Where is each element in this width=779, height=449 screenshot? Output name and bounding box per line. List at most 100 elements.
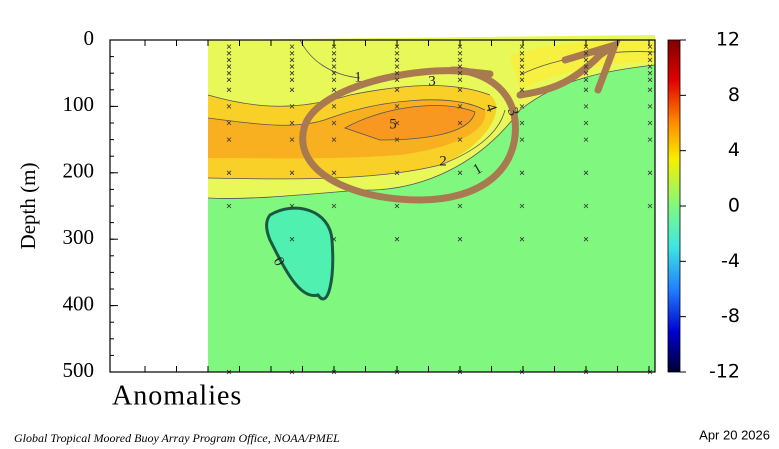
marker	[647, 104, 653, 109]
colorbar-tick-label: 0	[728, 195, 740, 217]
marker	[226, 70, 232, 76]
marker	[394, 87, 400, 93]
colorbar-tick-label: -8	[721, 305, 740, 327]
marker	[289, 104, 295, 109]
marker	[583, 120, 589, 126]
marker	[394, 44, 400, 49]
marker	[519, 236, 525, 242]
marker	[647, 70, 653, 76]
marker	[457, 70, 463, 76]
y-tick-label: 200	[63, 159, 95, 183]
colorbar-tick-label: 4	[728, 139, 740, 161]
y-tick-label: 100	[63, 92, 95, 116]
marker	[519, 50, 525, 56]
x-axis-label: Anomalies	[112, 380, 242, 411]
marker	[289, 44, 295, 49]
marker	[457, 236, 463, 242]
marker	[394, 236, 400, 242]
y-tick-label: 500	[63, 358, 95, 382]
y-tick-label: 0	[84, 26, 95, 50]
marker	[519, 104, 525, 109]
marker	[394, 70, 400, 76]
colorbar	[667, 39, 681, 373]
marker	[583, 50, 589, 56]
marker	[331, 236, 337, 242]
marker	[331, 64, 337, 69]
marker	[289, 50, 295, 56]
colorbar-tick-label: -4	[721, 250, 740, 272]
marker	[647, 203, 653, 209]
marker	[519, 77, 525, 83]
marker	[289, 70, 295, 76]
marker	[226, 64, 232, 69]
marker	[394, 203, 400, 209]
marker	[226, 137, 232, 142]
marker	[519, 57, 525, 63]
marker	[289, 236, 295, 242]
marker	[647, 77, 653, 83]
marker	[394, 77, 400, 83]
marker	[226, 120, 232, 126]
marker	[289, 120, 295, 126]
contour-label: 2	[439, 153, 447, 169]
marker	[647, 120, 653, 126]
contour-label: 3	[428, 73, 436, 89]
marker	[331, 137, 337, 142]
marker	[289, 87, 295, 93]
marker	[519, 137, 525, 142]
marker	[394, 64, 400, 69]
marker	[226, 87, 232, 93]
marker	[583, 170, 589, 176]
footer: Global Tropical Moored Buoy Array Progra…	[14, 431, 340, 445]
marker	[583, 87, 589, 93]
marker	[583, 104, 589, 109]
date: Apr 20 2026	[699, 427, 770, 442]
marker	[226, 44, 232, 49]
marker	[289, 64, 295, 69]
marker	[394, 170, 400, 176]
y-tick-label: 400	[63, 291, 95, 315]
buoy-markers	[226, 44, 653, 375]
marker	[289, 57, 295, 63]
marker	[519, 120, 525, 126]
marker	[394, 104, 400, 109]
marker	[647, 137, 653, 142]
marker	[583, 57, 589, 63]
marker	[519, 70, 525, 76]
marker	[331, 57, 337, 63]
colorbar-tick-label: 12	[716, 29, 740, 51]
marker	[457, 77, 463, 83]
marker	[226, 57, 232, 63]
marker	[647, 64, 653, 69]
marker	[394, 120, 400, 126]
marker	[583, 77, 589, 83]
plot-fill	[110, 35, 655, 372]
marker	[647, 87, 653, 93]
contour-label: 5	[389, 116, 397, 132]
marker	[457, 87, 463, 93]
x-minor-ticks	[144, 40, 650, 372]
colorbar-tick-label: -12	[709, 361, 740, 383]
marker	[457, 104, 463, 109]
marker	[519, 170, 525, 176]
marker	[226, 203, 232, 209]
marker	[331, 120, 337, 126]
contour-lines	[207, 39, 656, 199]
marker	[647, 57, 653, 63]
marker	[226, 77, 232, 83]
marker	[519, 203, 525, 209]
marker	[331, 77, 337, 83]
marker	[583, 236, 589, 242]
marker	[331, 87, 337, 93]
marker	[583, 203, 589, 209]
marker	[583, 64, 589, 69]
marker	[457, 137, 463, 142]
y-axis-label: Depth (m)	[16, 163, 40, 250]
marker	[583, 70, 589, 76]
marker	[331, 104, 337, 109]
marker	[457, 44, 463, 49]
marker	[331, 70, 337, 76]
marker	[226, 50, 232, 56]
marker	[226, 104, 232, 109]
